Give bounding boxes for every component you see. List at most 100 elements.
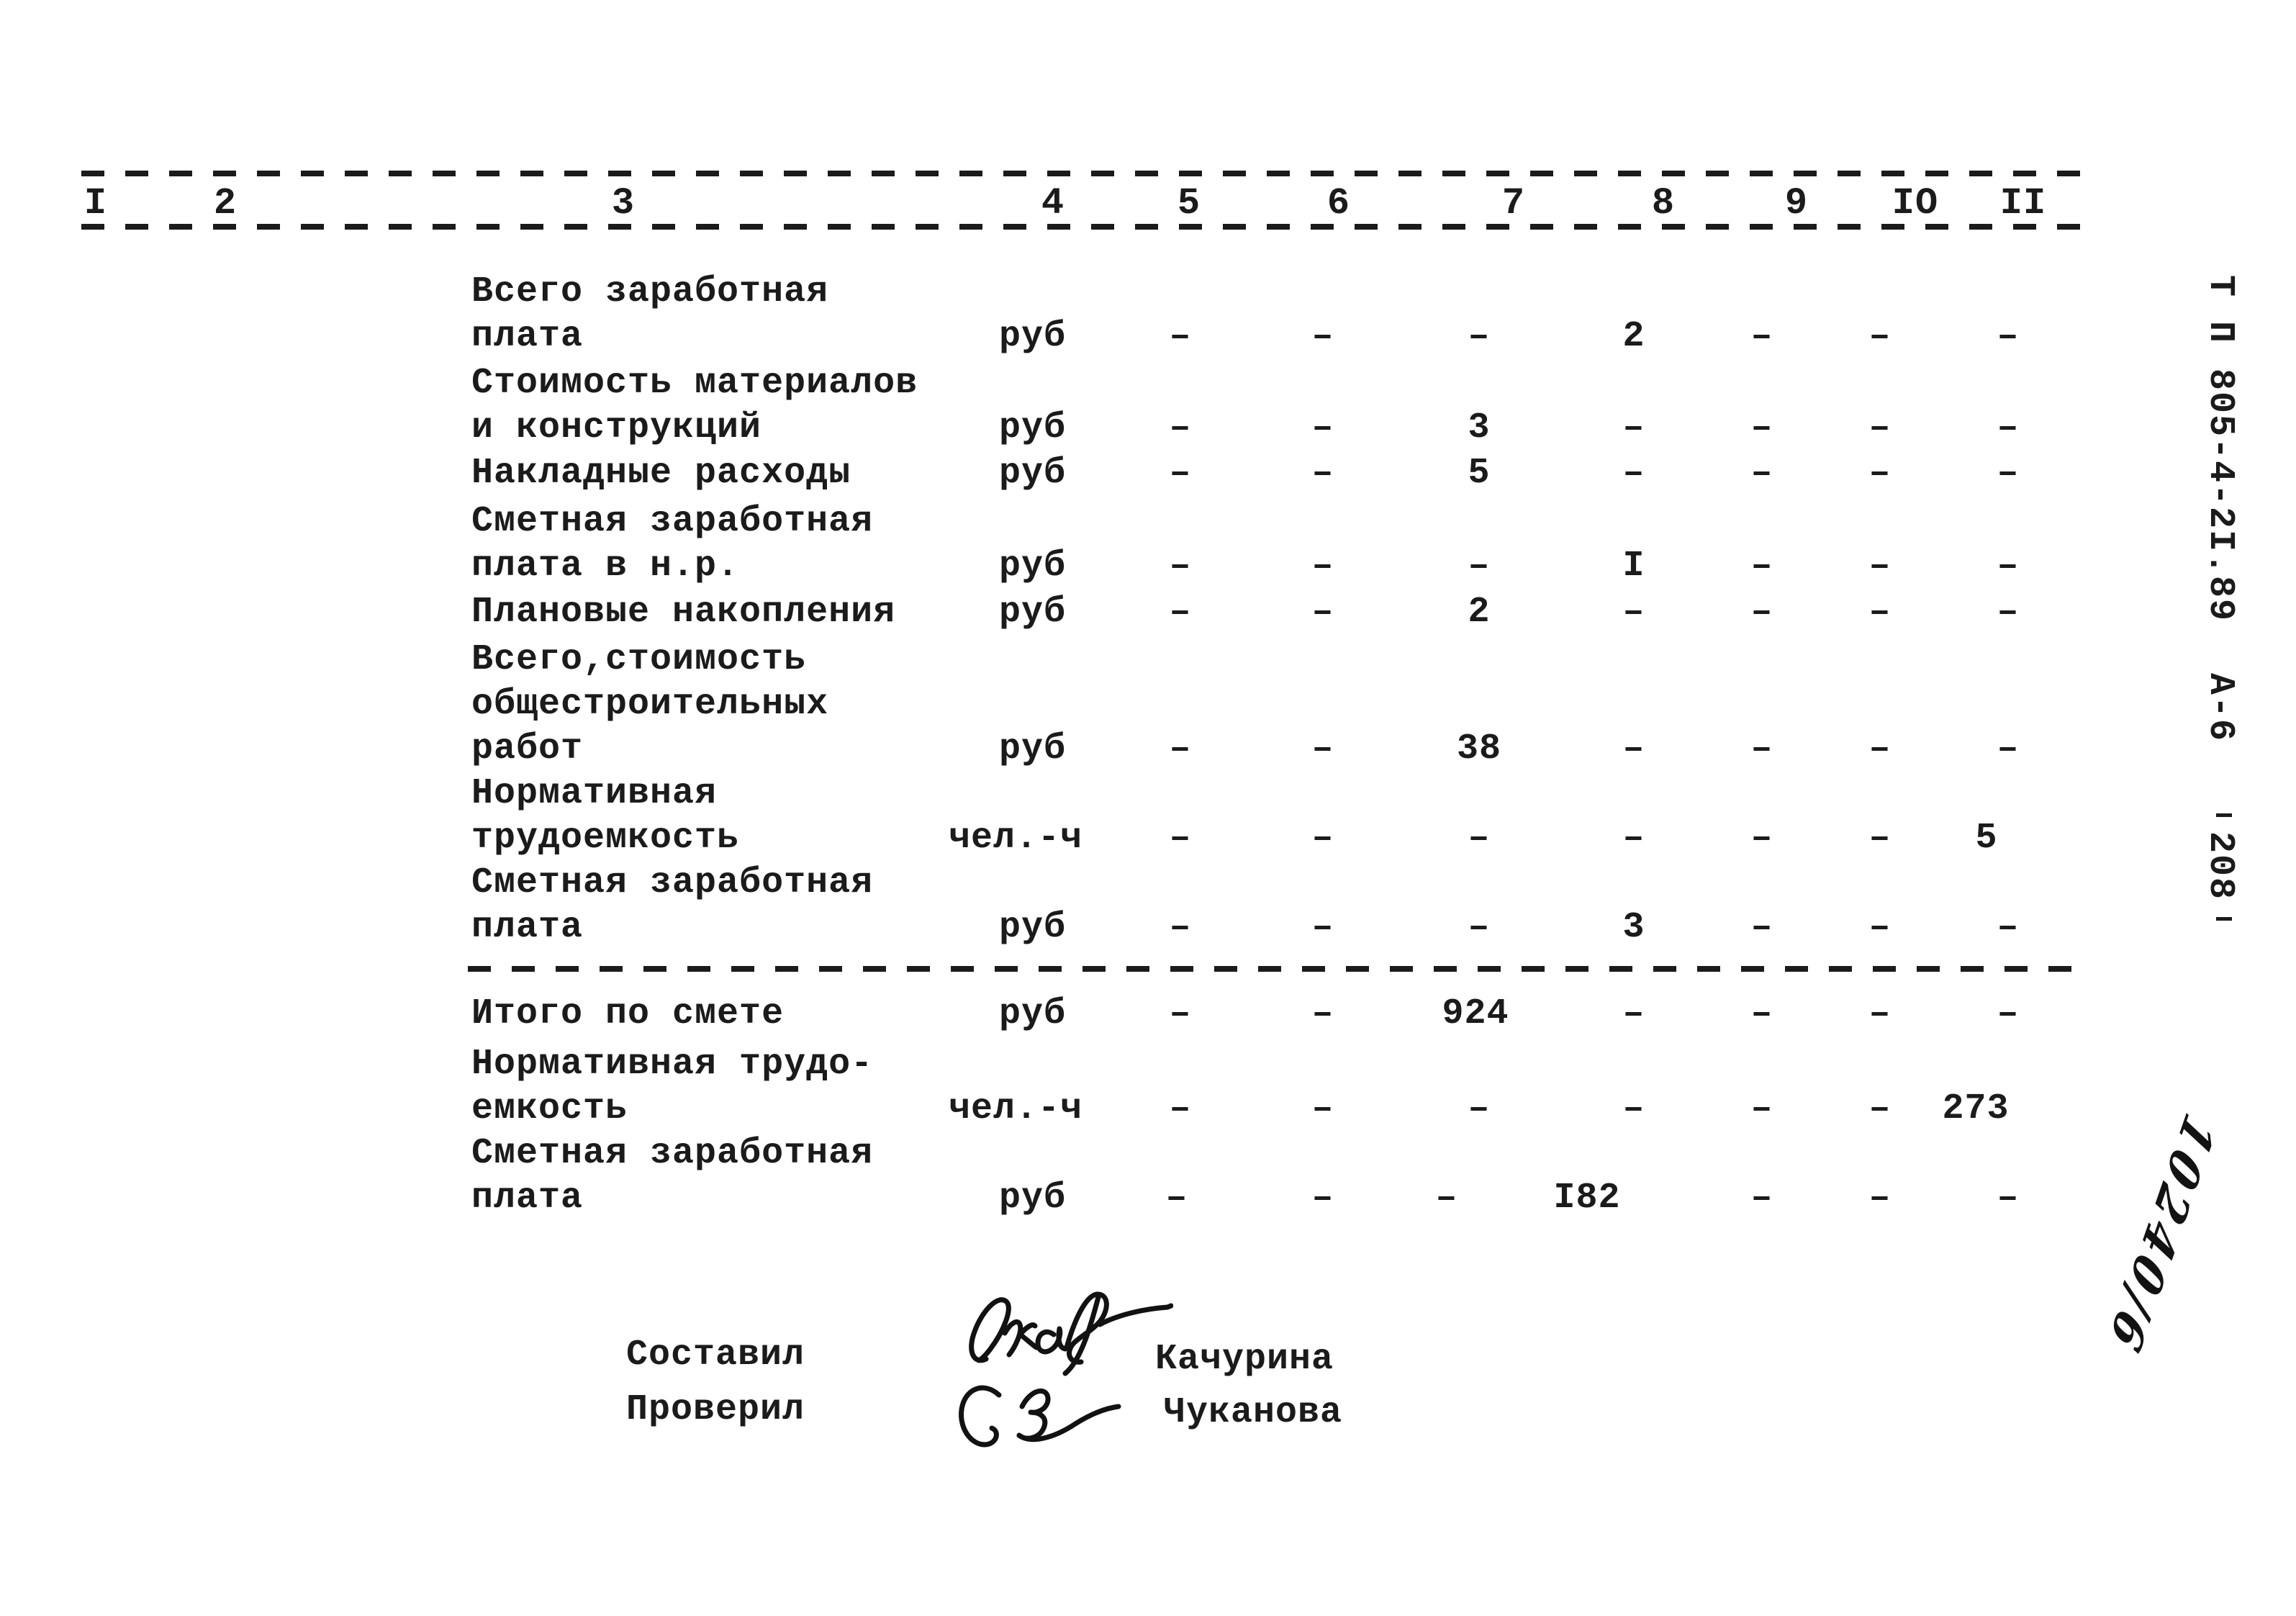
column-header-8: 8 bbox=[1651, 182, 1676, 225]
column-header-4: 4 bbox=[1041, 182, 1065, 225]
value-cell: – bbox=[1750, 728, 1773, 769]
value-cell: – bbox=[1868, 1178, 1892, 1219]
value-cell: – bbox=[1622, 453, 1645, 494]
signoff-name: Чуканова bbox=[1164, 1392, 1343, 1433]
value-cell: – bbox=[1169, 818, 1192, 859]
row-label: плата bbox=[471, 316, 584, 357]
margin-dash: – bbox=[2213, 898, 2236, 939]
row-label: плата bbox=[471, 907, 584, 948]
column-header-9: 9 bbox=[1784, 182, 1809, 225]
value-cell: – bbox=[1468, 316, 1491, 357]
value-cell: – bbox=[1622, 818, 1645, 859]
value-cell: – bbox=[1169, 592, 1192, 633]
value-cell: – bbox=[1169, 316, 1192, 357]
value-cell: – bbox=[1169, 728, 1192, 769]
value-cell: – bbox=[1997, 316, 2020, 357]
value-cell: – bbox=[1311, 728, 1334, 769]
value-cell: – bbox=[1750, 907, 1773, 948]
value-cell: – bbox=[1169, 1088, 1192, 1129]
value-cell: – bbox=[1997, 728, 2020, 769]
value-cell: – bbox=[1868, 1088, 1892, 1129]
row-label: Накладные расходы bbox=[471, 453, 851, 494]
handwritten-archive-number: 10240/6 bbox=[2097, 1103, 2225, 1366]
column-header-2: 2 bbox=[213, 182, 238, 225]
value-cell: – bbox=[1868, 453, 1892, 494]
value-cell: 924 bbox=[1442, 993, 1509, 1034]
value-cell: – bbox=[1868, 818, 1892, 859]
value-cell: – bbox=[1468, 546, 1491, 587]
value-cell: – bbox=[1169, 907, 1192, 948]
row-label: трудоемкость bbox=[471, 818, 740, 859]
value-cell: – bbox=[1311, 546, 1334, 587]
value-cell: – bbox=[1311, 453, 1334, 494]
row-label: плата в н.р. bbox=[471, 546, 740, 587]
value-cell: – bbox=[1435, 1178, 1458, 1219]
row-label: Итого по смете bbox=[471, 993, 785, 1034]
value-cell: – bbox=[1750, 407, 1773, 448]
value-cell: – bbox=[1868, 728, 1892, 769]
value-cell: – bbox=[1868, 592, 1892, 633]
unit-cell: руб bbox=[999, 993, 1067, 1034]
value-cell: – bbox=[1311, 993, 1334, 1034]
unit-cell: чел.-ч bbox=[949, 818, 1083, 859]
column-header-5: 5 bbox=[1177, 182, 1201, 225]
margin-series-number: 805-4-2I.89 bbox=[2200, 369, 2241, 623]
column-header-10: IO bbox=[1892, 182, 1939, 225]
value-cell: – bbox=[1997, 907, 2020, 948]
signature-chukanova bbox=[959, 1385, 1121, 1448]
row-label: емкость bbox=[471, 1088, 628, 1129]
value-cell: 2 bbox=[1622, 316, 1645, 357]
column-header-7: 7 bbox=[1501, 182, 1526, 225]
unit-cell: руб bbox=[999, 453, 1067, 494]
value-cell: – bbox=[1997, 546, 2020, 587]
margin-dash: – bbox=[2213, 795, 2236, 836]
value-cell: – bbox=[1169, 546, 1192, 587]
row-label: Нормативная трудо- bbox=[471, 1044, 874, 1085]
value-cell: – bbox=[1750, 592, 1773, 633]
row-label: Плановые накопления bbox=[471, 592, 896, 633]
value-cell: – bbox=[1311, 818, 1334, 859]
value-cell: – bbox=[1868, 546, 1892, 587]
value-cell: I bbox=[1622, 546, 1645, 587]
value-cell: – bbox=[1750, 546, 1773, 587]
value-cell: 2 bbox=[1468, 592, 1491, 633]
value-cell: – bbox=[1311, 1178, 1334, 1219]
value-cell: 5 bbox=[1975, 818, 1998, 859]
value-cell: – bbox=[1622, 1088, 1645, 1129]
unit-cell: чел.-ч bbox=[949, 1088, 1083, 1129]
value-cell: – bbox=[1750, 818, 1773, 859]
unit-cell: руб bbox=[999, 316, 1067, 357]
value-cell: – bbox=[1311, 592, 1334, 633]
value-cell: – bbox=[1997, 1178, 2020, 1219]
value-cell: – bbox=[1997, 993, 2020, 1034]
value-cell: – bbox=[1868, 993, 1892, 1034]
value-cell: – bbox=[1169, 453, 1192, 494]
signoff-role: Проверил bbox=[626, 1389, 805, 1430]
value-cell: – bbox=[1997, 453, 2020, 494]
unit-cell: руб bbox=[999, 728, 1067, 769]
value-cell: – bbox=[1750, 1178, 1773, 1219]
value-cell: – bbox=[1750, 453, 1773, 494]
value-cell: 3 bbox=[1468, 407, 1491, 448]
value-cell: 273 bbox=[1942, 1088, 2010, 1129]
margin-doc-code: Т П bbox=[2200, 275, 2241, 345]
unit-cell: руб bbox=[999, 907, 1067, 948]
value-cell: – bbox=[1622, 993, 1645, 1034]
value-cell: – bbox=[1997, 407, 2020, 448]
value-cell: I82 bbox=[1553, 1178, 1621, 1219]
signoff-name: Качурина bbox=[1155, 1339, 1334, 1380]
column-header-11: II bbox=[1999, 182, 2047, 225]
column-header-3: 3 bbox=[611, 182, 636, 225]
value-cell: – bbox=[1750, 993, 1773, 1034]
margin-sheet-code: А-6 bbox=[2200, 673, 2241, 743]
signoff-role: Составил bbox=[626, 1335, 805, 1376]
value-cell: – bbox=[1750, 1088, 1773, 1129]
value-cell: – bbox=[1622, 407, 1645, 448]
row-label: Сметная заработная bbox=[471, 862, 874, 903]
value-cell: – bbox=[1311, 407, 1334, 448]
value-cell: – bbox=[1165, 1178, 1188, 1219]
row-label: Всего,стоимость bbox=[471, 639, 807, 680]
row-label: плата bbox=[471, 1178, 584, 1219]
dashed-rule-header-bottom bbox=[81, 224, 2091, 230]
